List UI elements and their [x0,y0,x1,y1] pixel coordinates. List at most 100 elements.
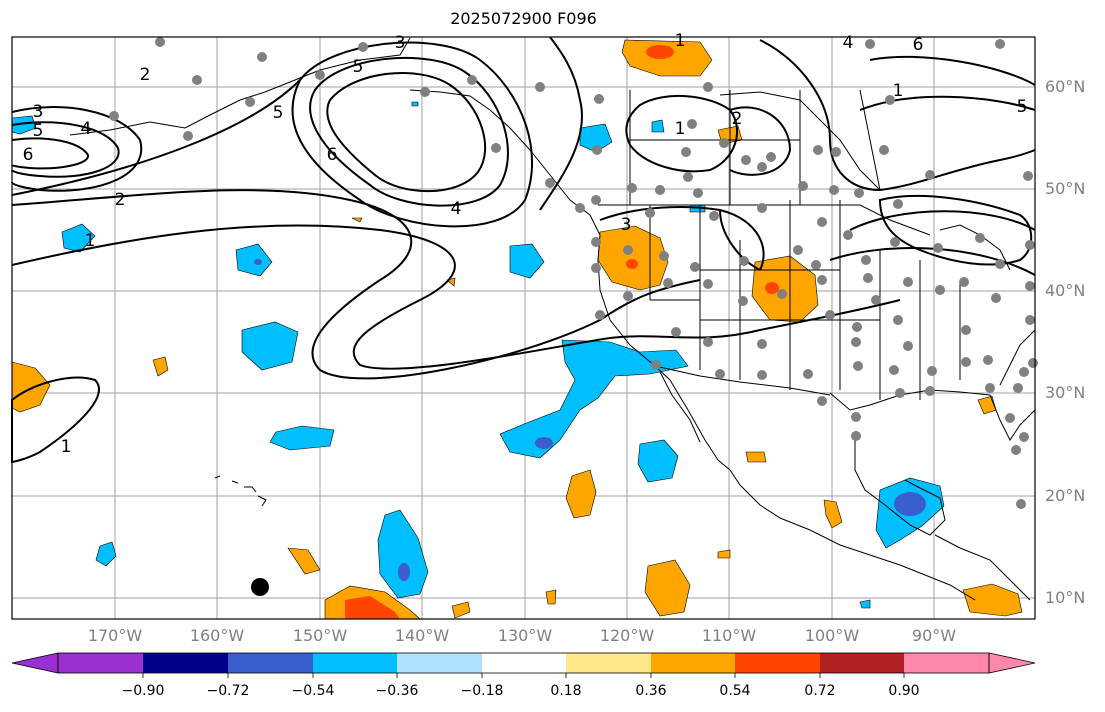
colorbar-swatch [820,653,904,673]
contour-yukon-2 [729,106,792,176]
contour-alaska-low-mid [309,56,509,207]
contour-label: 3 [621,215,632,235]
shade-neg-center1 [235,243,273,277]
shade-neg-small-sw [859,599,871,609]
shade-pos-small3 [351,217,363,223]
contour-west-1 [11,376,100,464]
colorbar-arrow-left [11,652,59,674]
lat-label: 40°N [1045,281,1086,300]
contour-yukon-high [625,94,739,173]
shade-pos-mexico-gulf [823,499,843,529]
contour-label: 4 [843,33,854,53]
lon-label: 150°W [292,626,348,645]
colorbar-swatch [482,653,566,673]
lat-label: 50°N [1045,179,1086,198]
contour-label: 2 [115,190,126,210]
contour-label: 1 [61,437,72,457]
contour-trough2 [11,189,701,380]
gulf-coast [854,440,946,536]
colorbar-ticks [142,673,905,678]
lon-label: 140°W [394,626,450,645]
shade-pos-baja-south [565,469,597,519]
contour-alaska-low-outer [291,41,534,228]
contour-label-group: 3 5 4 6 5 2 2 1 6 5 4 3 3 1 1 2 1 6 5 4 … [23,31,1028,457]
contour-aleut-low3 [11,137,89,170]
shade-pos-mexico-pac [644,559,691,617]
shade-neg-pac-mid [241,321,299,371]
lat-label: 10°N [1045,588,1086,607]
lon-label: 100°W [804,626,860,645]
contour-label: 5 [353,57,364,77]
shade-neg-pac-south [377,509,429,599]
shade-pos-small2 [545,589,557,605]
lon-label: 120°W [599,626,655,645]
shade-neg-mexico-pac [637,439,679,483]
contour-label: 4 [451,199,462,219]
colorbar-swatch [904,653,989,673]
lon-label: 90°W [911,626,957,645]
colorbar-outline [57,652,990,674]
contour-label: 3 [33,102,44,122]
colorbar-arrow-right [988,652,1036,674]
colorbar-tick-label: 0.54 [719,683,751,699]
contour-mid-cent [759,39,1036,192]
contour-label: 3 [395,33,406,53]
us-mexico-border [654,365,831,396]
colorbar-tick-label: 0.18 [550,683,582,699]
baja [654,365,976,601]
canada-provinces [629,89,881,205]
storm-marker [251,578,269,596]
colorbar [11,652,1036,678]
colorbar-tick-label: −0.72 [206,683,250,699]
colorbar-swatch [651,653,735,673]
colorbar-swatch [228,653,313,673]
anomaly-shading [11,39,1023,620]
shade-pos-central-small [152,356,169,377]
us-gulf [829,389,1036,441]
colorbar-swatch [735,653,820,673]
shade-neg-tiny [411,101,419,107]
us-west-coast [597,234,656,367]
shade-neg-center2 [509,243,545,279]
shade-pos-central-am [962,583,1023,617]
shade-red-nevada [626,259,638,269]
contours [11,36,1036,464]
lon-label: 130°W [497,626,553,645]
shade-pos-hawaii-east [287,547,321,575]
lon-label: 160°W [189,626,245,645]
lon-label: 170°W [87,626,143,645]
shade-neg-pac-sw [95,541,117,567]
colorbar-swatch [397,653,482,673]
shade-pos-colorado [751,255,819,323]
shade-red-colorado [765,282,779,294]
lon-label: 110°W [701,626,757,645]
colorbar-swatch [566,653,651,673]
shade-red-south-pac [345,596,400,619]
shade-dark-gulf [894,492,926,516]
central-america [934,534,1031,601]
map-frame-bg [12,37,1035,619]
contour-label: 2 [140,65,151,85]
contour-label: 6 [23,145,34,165]
shade-neg-yukon [651,119,665,133]
shade-neg-alaska-bc [579,123,613,153]
contour-great-basin [599,206,765,271]
contour-aleut-low [11,106,143,192]
contour-label: 4 [81,119,92,139]
contour-label: 5 [273,103,284,123]
lat-label: 60°N [1045,77,1086,96]
shade-pos-baja [745,451,767,463]
coastlines [69,37,1036,601]
colorbar-tick-label: 0.72 [804,683,836,699]
colorbar-tick-label: 0.36 [635,683,667,699]
contour-label: 6 [913,35,924,55]
shade-neg-baja-west [499,339,689,459]
colorbar-tick-label: −0.90 [121,683,165,699]
shade-dark-center1 [254,259,262,265]
contour-big-trough [11,224,901,370]
contour-label: 1 [893,81,904,101]
lat-label: 30°N [1045,383,1086,402]
shade-neg-pacific-nw [61,223,96,253]
us-canada-border [598,204,931,236]
